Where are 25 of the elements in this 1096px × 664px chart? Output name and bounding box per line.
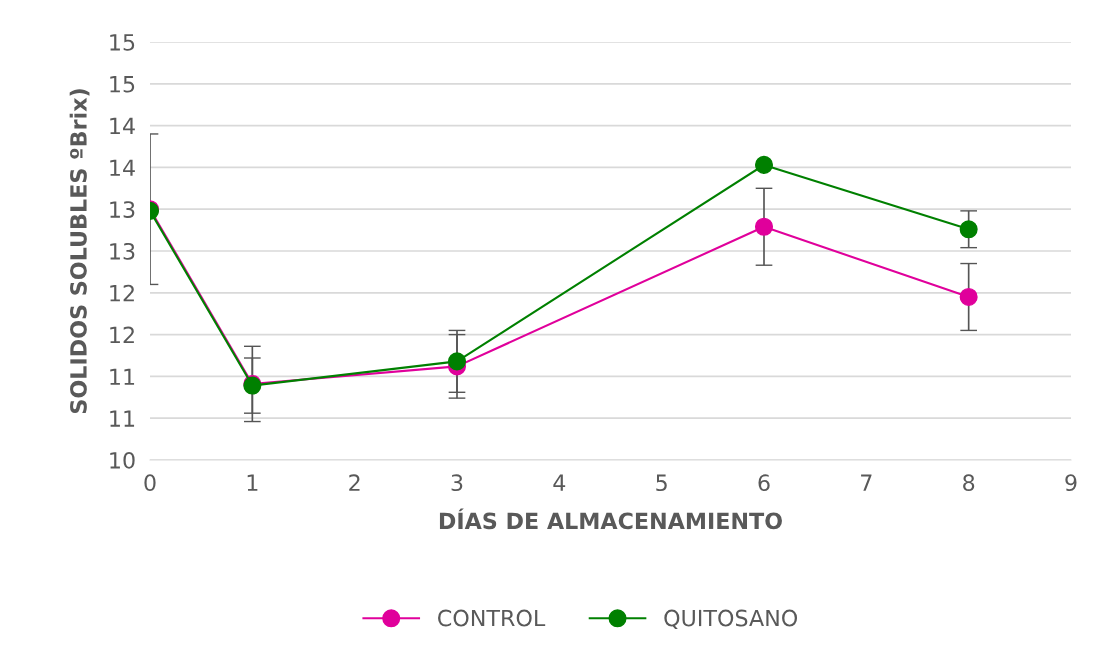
x-tick-label: 0: [144, 474, 156, 492]
x-tick-label: 5: [656, 474, 667, 492]
y-tick-label: 11: [110, 410, 135, 427]
x-tick-label: 2: [349, 474, 360, 491]
y-tick-label: 11: [110, 368, 135, 385]
x-tick-label: 7: [861, 474, 872, 491]
y-tick-label: 12: [110, 284, 134, 302]
y-tick-label: 14: [110, 117, 135, 135]
y-axis-title: SOLIDOS SOLUBLES ºBrix): [69, 89, 90, 414]
y-tick-label: 15: [110, 76, 135, 93]
x-axis-title: DÍAS DE ALMACENAMIENTO: [439, 508, 782, 530]
x-tick-label: 9: [1065, 474, 1077, 492]
x-tick-label: 3: [451, 474, 463, 492]
y-tick-label: 14: [110, 159, 135, 176]
x-tick-label: 4: [553, 474, 566, 491]
y-tick-label: 15: [110, 34, 135, 51]
y-tick-label: 12: [110, 326, 134, 344]
x-tick-label: 1: [247, 474, 258, 491]
legend-label: QUITOSANO: [664, 609, 798, 629]
y-tick-label: 13: [110, 201, 135, 218]
y-tick-label: 10: [110, 451, 135, 469]
x-tick-label: 6: [758, 474, 770, 492]
legend-label: CONTROL: [438, 609, 546, 627]
x-tick-label: 8: [963, 474, 975, 492]
y-tick-label: 13: [110, 242, 135, 260]
